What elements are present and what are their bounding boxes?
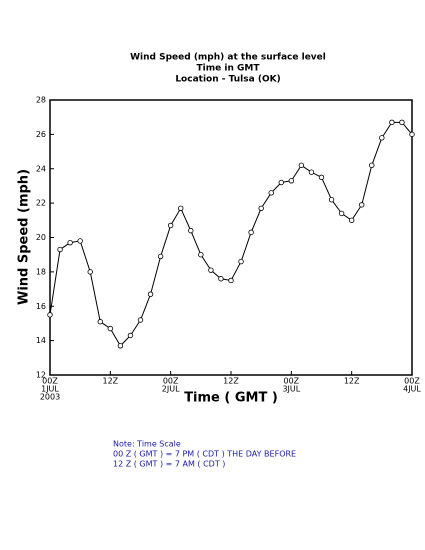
marker	[218, 276, 224, 282]
x-year-label: 2003	[40, 393, 60, 402]
marker	[399, 119, 405, 126]
marker	[117, 343, 124, 349]
marker	[57, 246, 63, 253]
x-axis-label: Time ( GMT )	[184, 391, 278, 406]
marker	[308, 169, 315, 175]
y-tick-label: 26	[36, 130, 46, 139]
x-tick-label: 00Z	[42, 377, 58, 386]
marker	[288, 178, 295, 184]
marker	[137, 317, 144, 323]
marker	[348, 217, 355, 224]
marker	[328, 196, 335, 203]
marker	[157, 253, 164, 260]
marker	[208, 267, 214, 273]
x-tick-label: 12Z	[102, 377, 118, 386]
x-tick-label: 00Z	[283, 377, 299, 386]
plot-frame	[49, 99, 413, 376]
y-axis-label: Wind Speed (mph)	[17, 169, 32, 305]
marker	[409, 131, 415, 138]
x-date-label: 2JUL	[162, 385, 180, 394]
marker	[188, 227, 194, 234]
note: 12 Z ( GMT ) = 7 AM ( CDT )	[113, 460, 225, 469]
marker	[107, 325, 114, 332]
note: 00 Z ( GMT ) = 7 PM ( CDT ) THE DAY BEFO…	[113, 450, 296, 459]
marker	[258, 205, 264, 211]
x-tick-label: 00Z	[404, 377, 420, 386]
x-date-label: 4JUL	[403, 385, 421, 394]
marker	[389, 119, 395, 126]
y-tick-label: 12	[36, 371, 46, 380]
marker	[298, 162, 305, 169]
marker	[127, 332, 134, 339]
chart-subtitle: Location - Tulsa (OK)	[175, 75, 280, 85]
x-tick-label: 12Z	[223, 377, 239, 386]
marker	[248, 229, 254, 236]
marker	[318, 174, 325, 181]
marker	[278, 179, 284, 186]
marker	[67, 239, 73, 246]
marker	[198, 251, 204, 258]
marker	[77, 238, 83, 244]
x-date-label: 1JUL	[41, 385, 59, 394]
y-tick-label: 18	[36, 267, 46, 276]
note: Note: Time Scale	[113, 440, 181, 449]
chart-title: Wind Speed (mph) at the surface level	[130, 53, 326, 63]
marker	[47, 312, 53, 318]
y-tick-label: 28	[36, 96, 46, 105]
y-tick-label: 24	[36, 164, 46, 173]
marker	[228, 277, 234, 284]
y-tick-label: 20	[36, 233, 46, 242]
marker	[369, 162, 375, 169]
marker	[147, 291, 154, 297]
x-date-label: 3JUL	[282, 385, 300, 394]
marker	[268, 190, 274, 196]
y-tick-label: 22	[36, 199, 46, 208]
marker	[87, 269, 93, 275]
line	[49, 121, 413, 347]
marker	[238, 258, 244, 265]
chart-subtitle: Time in GMT	[197, 64, 261, 74]
marker	[359, 202, 365, 208]
marker	[338, 210, 345, 217]
marker	[97, 319, 103, 325]
x-tick-label: 00Z	[163, 377, 179, 386]
marker	[167, 222, 174, 229]
marker	[379, 135, 385, 141]
marker	[178, 205, 184, 211]
x-tick-label: 12Z	[344, 377, 360, 386]
y-tick-label: 16	[36, 302, 46, 311]
y-tick-label: 14	[36, 336, 46, 345]
